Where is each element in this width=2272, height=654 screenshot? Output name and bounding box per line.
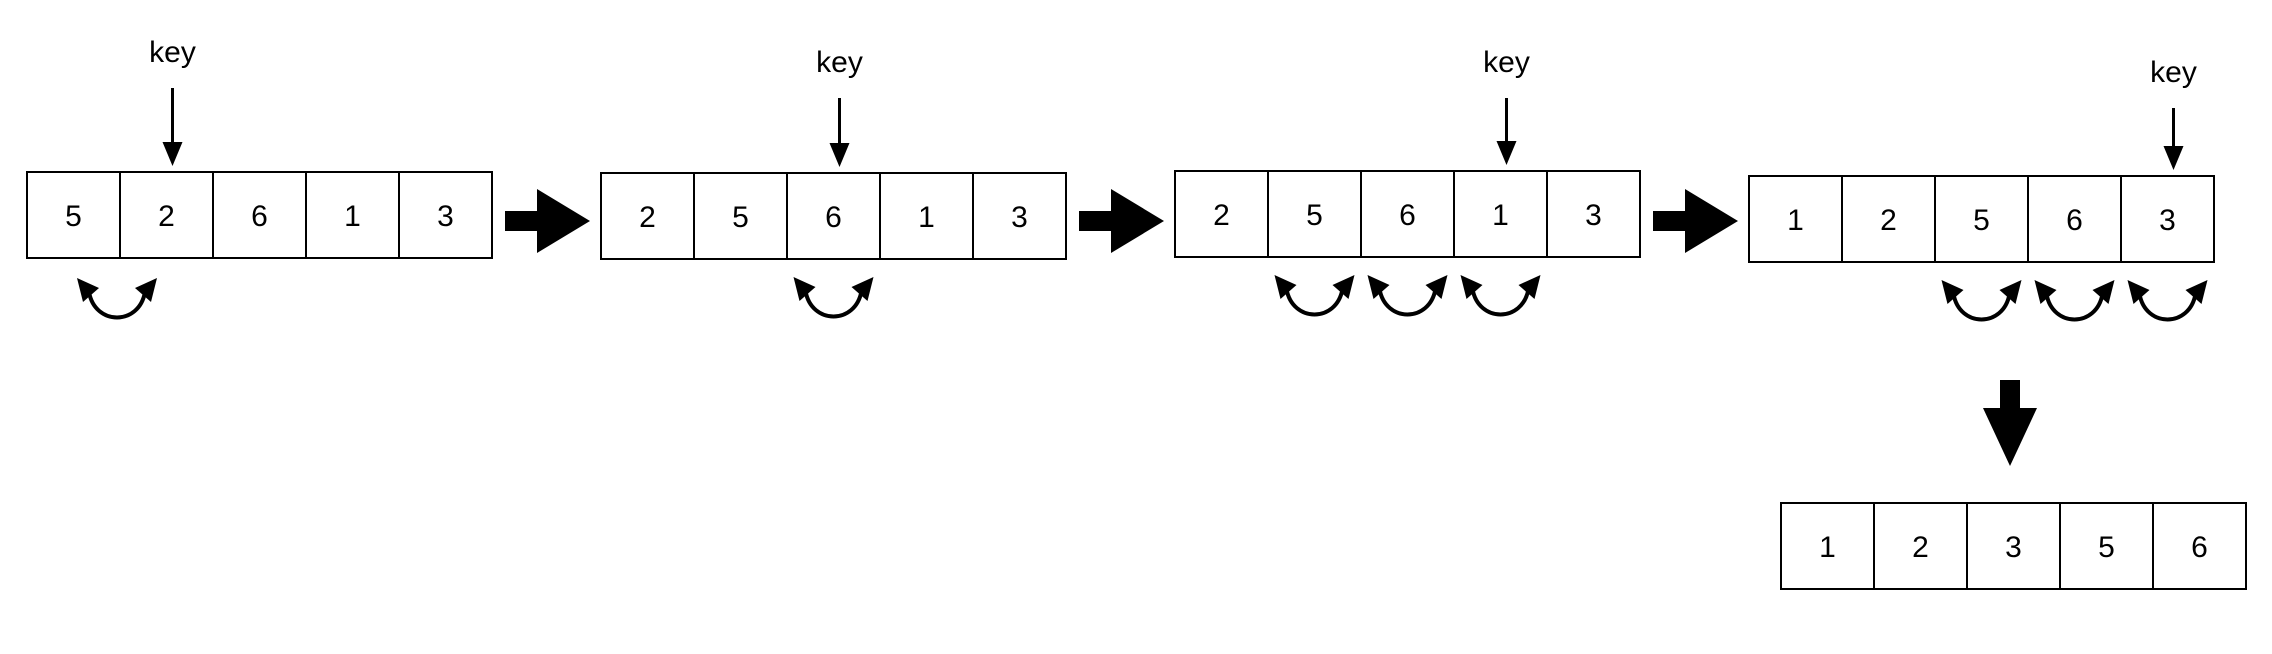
cell-value: 2 <box>1880 204 1897 237</box>
cell-value: 3 <box>1585 199 1602 232</box>
swap-arrow <box>1367 275 1448 317</box>
cell-value: 5 <box>65 200 82 233</box>
swap-arrowhead-left <box>1941 280 1964 304</box>
right-block-arrow-2 <box>1079 189 1164 253</box>
array-cell <box>398 171 493 259</box>
swap-arrowhead-right <box>1518 275 1541 299</box>
right-block-arrow-1 <box>505 189 590 253</box>
array-cell <box>1841 175 1936 263</box>
cell-value: 3 <box>1011 201 1028 234</box>
swap-arrowhead-left <box>793 277 816 301</box>
swap-arrowhead-left <box>1367 275 1390 299</box>
cell-value: 5 <box>1306 199 1323 232</box>
cell-value: 6 <box>825 201 842 234</box>
swap-arrowhead-right <box>2092 280 2115 304</box>
cell-value: 5 <box>732 201 749 234</box>
swap-arrowhead-right <box>1999 280 2022 304</box>
swap-curve <box>1470 288 1531 317</box>
cell-value: 1 <box>1492 199 1509 232</box>
array-cell <box>2059 502 2154 590</box>
swap-arrowhead-left <box>1460 275 1483 299</box>
cell-value: 1 <box>1787 204 1804 237</box>
swap-arrow <box>2034 280 2115 322</box>
cell-value: 1 <box>1819 531 1836 564</box>
array-cell <box>1267 170 1362 258</box>
swap-arrowhead-right <box>135 278 157 302</box>
cell-value: 3 <box>2005 531 2022 564</box>
swap-arrowhead-right <box>1425 275 1448 299</box>
swap-curve <box>2137 293 2198 322</box>
array-cell <box>600 172 695 260</box>
swap-curve <box>803 290 864 319</box>
key-pointer-arrowhead <box>2163 146 2184 170</box>
swap-curve <box>1284 288 1345 317</box>
cell-value: 2 <box>1213 199 1230 232</box>
cell-value: 2 <box>1912 531 1929 564</box>
array-cell <box>2152 502 2247 590</box>
cell-value: 5 <box>2098 531 2115 564</box>
array-cell <box>212 171 307 259</box>
swap-curve <box>1377 288 1438 317</box>
cell-value: 6 <box>2066 204 2083 237</box>
swap-arrowhead-right <box>2185 280 2208 304</box>
result-array: 1 2 3 5 6 <box>1780 502 2247 590</box>
right-block-arrow-3 <box>1653 189 1738 253</box>
array-cell <box>2027 175 2122 263</box>
swap-arrowhead-left <box>2034 280 2057 304</box>
swap-curve <box>2044 293 2105 322</box>
array-cell <box>1748 175 1843 263</box>
cell-value: 1 <box>344 200 361 233</box>
swap-curve <box>87 291 147 320</box>
swap-curve <box>1951 293 2012 322</box>
swap-arrowhead-left <box>1274 275 1297 299</box>
step-1: 5 2 6 1 3 key <box>26 36 493 320</box>
cell-value: 3 <box>437 200 454 233</box>
cell-value: 5 <box>1973 204 1990 237</box>
step-2: 2 5 6 1 3 key <box>600 46 1067 319</box>
array-cell <box>2120 175 2215 263</box>
step-4: 1 2 5 6 3 key <box>1748 56 2215 322</box>
key-label: key <box>2150 56 2197 89</box>
cell-value: 1 <box>918 201 935 234</box>
key-label: key <box>816 46 863 79</box>
swap-arrowhead-right <box>1332 275 1355 299</box>
array-cell <box>119 171 214 259</box>
array-cell <box>1546 170 1641 258</box>
swap-arrowhead-left <box>2127 280 2150 304</box>
swap-arrow <box>1941 280 2022 322</box>
array-cell <box>879 172 974 260</box>
cell-value: 2 <box>158 200 175 233</box>
swap-arrow <box>2127 280 2208 322</box>
array-cell <box>972 172 1067 260</box>
swap-arrow <box>1274 275 1355 317</box>
step-3: 2 5 6 1 3 key <box>1174 46 1641 317</box>
array-cell <box>1873 502 1968 590</box>
down-block-arrow <box>1983 380 2037 466</box>
key-label: key <box>1483 46 1530 79</box>
cell-value: 6 <box>251 200 268 233</box>
swap-arrow <box>793 277 874 319</box>
key-label: key <box>149 36 196 69</box>
cell-value: 3 <box>2159 204 2176 237</box>
key-pointer-arrowhead <box>829 143 850 167</box>
swap-arrowhead-right <box>851 277 874 301</box>
array-cell <box>1934 175 2029 263</box>
key-pointer-arrowhead <box>1496 141 1517 165</box>
key-pointer-arrowhead <box>162 142 183 166</box>
cell-value: 6 <box>2191 531 2208 564</box>
cell-value: 2 <box>639 201 656 234</box>
swap-arrowhead-left <box>77 278 99 302</box>
swap-arrow <box>77 278 157 320</box>
cell-value: 6 <box>1399 199 1416 232</box>
array-cell <box>1174 170 1269 258</box>
array-cell <box>1453 170 1548 258</box>
swap-arrow <box>1460 275 1541 317</box>
array-cell <box>1780 502 1875 590</box>
array-cell <box>26 171 121 259</box>
